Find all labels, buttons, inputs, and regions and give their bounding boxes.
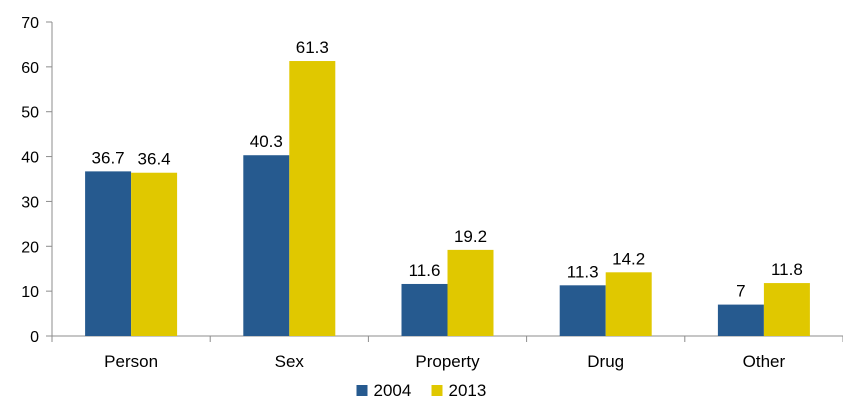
bar-2013-property <box>447 249 494 336</box>
y-tick-label: 50 <box>21 105 39 122</box>
legend-swatch-2004 <box>356 385 368 396</box>
y-tick-label: 60 <box>21 60 39 77</box>
axes: 0 10 20 30 40 50 60 70 Person Sex Property Drug Othe… <box>21 15 843 371</box>
bar-2004-property <box>401 283 448 336</box>
legend-swatch-2013 <box>431 385 443 396</box>
x-category-label: Drug <box>587 352 624 371</box>
y-tick-label: 0 <box>30 329 39 346</box>
bar-2013-other <box>763 283 810 336</box>
data-label: 11.3 <box>567 262 599 281</box>
bar-2004-sex <box>243 155 290 336</box>
bar-2013-drug <box>605 272 652 336</box>
legend: 2004 2013 <box>356 381 487 400</box>
bar-2013-person <box>131 172 178 336</box>
bar-2004-other <box>717 304 764 336</box>
y-tick-label: 10 <box>21 284 39 301</box>
data-labels: 36.7 36.4 40.3 61.3 11.6 19.2 11.3 14.2 7 11.8 <box>92 38 803 301</box>
data-label: 7 <box>736 282 745 301</box>
data-label: 14.2 <box>612 249 645 268</box>
bar-2004-drug <box>559 285 606 336</box>
y-tick-label: 40 <box>21 150 39 167</box>
x-category-label: Person <box>104 352 158 371</box>
bar-2004-person <box>85 171 132 336</box>
y-tick-label: 30 <box>21 194 39 211</box>
y-tick-label: 20 <box>21 239 39 256</box>
data-label: 36.7 <box>92 148 125 167</box>
legend-label-2013: 2013 <box>449 381 487 400</box>
data-label: 19.2 <box>454 227 487 246</box>
legend-label-2004: 2004 <box>374 381 412 400</box>
y-tick-label: 70 <box>21 15 39 32</box>
data-label: 61.3 <box>296 38 329 57</box>
bar-2013-sex <box>289 61 336 336</box>
x-category-label: Sex <box>275 352 305 371</box>
bars <box>85 61 810 336</box>
x-category-label: Property <box>415 352 480 371</box>
data-label: 40.3 <box>250 132 283 151</box>
data-label: 11.6 <box>409 261 441 280</box>
data-label: 11.8 <box>771 260 803 279</box>
data-label: 36.4 <box>138 150 171 169</box>
x-category-label: Other <box>743 352 786 371</box>
